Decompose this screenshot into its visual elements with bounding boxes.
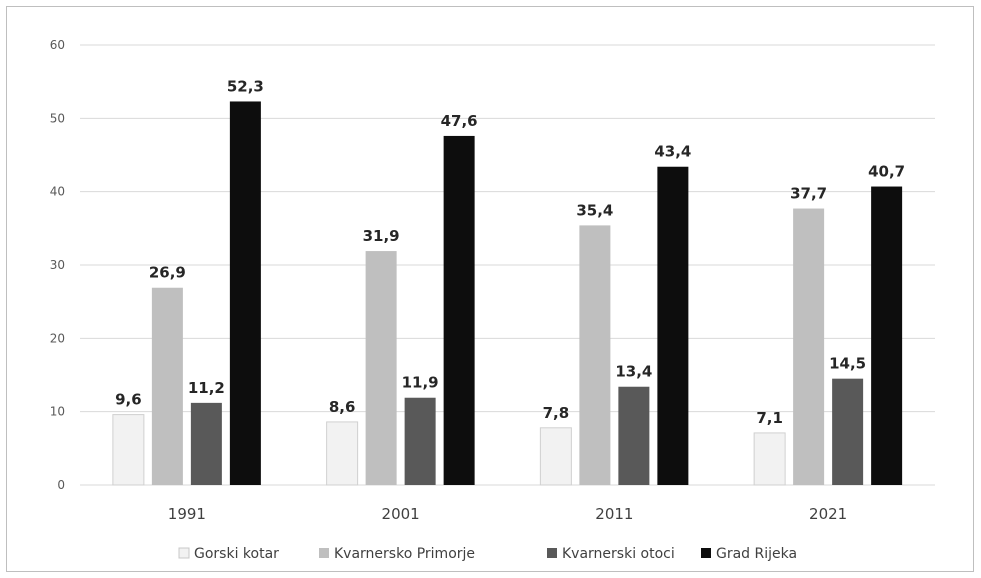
legend-swatch: [547, 548, 557, 558]
bar: [190, 402, 222, 485]
legend-label: Grad Rijeka: [716, 546, 797, 562]
data-label: 31,9: [363, 227, 400, 245]
data-label: 26,9: [149, 264, 186, 282]
data-label: 37,7: [790, 185, 827, 203]
data-label: 9,6: [115, 391, 142, 409]
data-label: 52,3: [227, 77, 264, 95]
y-tick-label: 40: [50, 185, 65, 199]
legend-swatch: [319, 548, 329, 558]
bar: [618, 386, 650, 485]
y-tick-label: 10: [50, 405, 65, 419]
bar: [832, 378, 864, 485]
data-label: 7,1: [756, 409, 783, 427]
legend-swatch: [701, 548, 711, 558]
bar: [579, 225, 611, 485]
bar: [229, 101, 261, 485]
chart-frame: 0 10 20 30 40 50 60 9,6 26,9 11,2 52,3 1991 8,6 31,9 1…: [6, 6, 974, 572]
bar: [657, 166, 689, 485]
legend-label: Kvarnerski otoci: [562, 546, 675, 562]
legend-swatch: [178, 547, 190, 559]
bar: [365, 251, 397, 485]
legend-label: Gorski kotar: [194, 546, 279, 562]
bar: [151, 287, 183, 485]
bar-chart: 0 10 20 30 40 50 60 9,6 26,9 11,2 52,3 1991 8,6 31,9 1…: [50, 38, 935, 562]
data-label: 47,6: [441, 112, 478, 130]
bar: [404, 397, 436, 485]
data-label: 7,8: [543, 404, 570, 422]
data-label: 35,4: [576, 201, 613, 219]
data-label: 40,7: [868, 163, 905, 181]
x-category-label: 2011: [595, 505, 633, 523]
data-label: 11,9: [402, 374, 439, 392]
y-tick-label: 30: [50, 258, 65, 272]
bar: [539, 427, 572, 486]
y-tick-label: 0: [57, 478, 65, 492]
data-label: 14,5: [829, 355, 866, 373]
y-tick-label: 50: [50, 111, 65, 125]
data-label: 13,4: [615, 363, 652, 381]
x-category-label: 2001: [382, 505, 420, 523]
bar: [753, 432, 786, 486]
bar: [112, 414, 145, 486]
bar: [326, 421, 359, 486]
y-tick-label: 60: [50, 38, 65, 52]
y-tick-label: 20: [50, 331, 65, 345]
data-label: 8,6: [329, 398, 356, 416]
x-category-label: 1991: [168, 505, 206, 523]
bar: [871, 186, 903, 486]
bar: [443, 135, 475, 485]
data-label: 43,4: [654, 143, 691, 161]
x-category-label: 2021: [809, 505, 847, 523]
bar: [793, 208, 825, 486]
data-label: 11,2: [188, 379, 225, 397]
legend-label: Kvarnersko Primorje: [334, 546, 475, 562]
